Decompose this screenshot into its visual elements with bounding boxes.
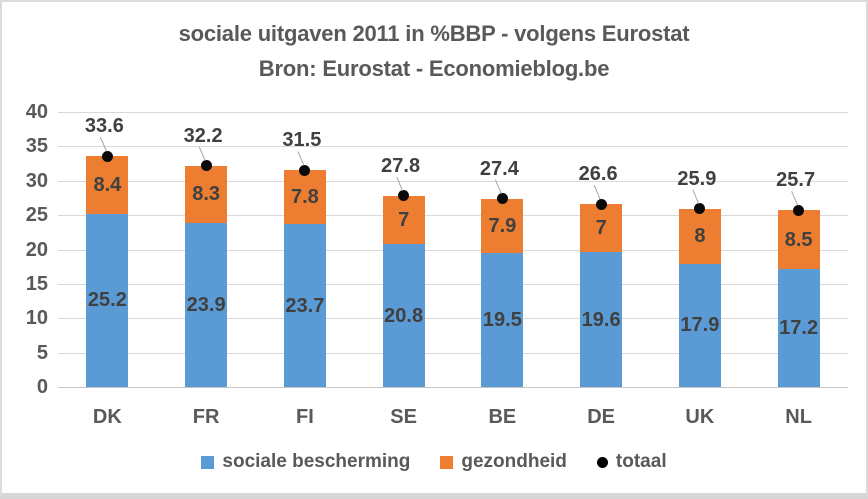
- y-axis-label-15: 15: [25, 273, 48, 295]
- bar-value-gezondheid-DK: 8.4: [93, 173, 122, 196]
- y-axis-label-35: 35: [25, 135, 48, 157]
- x-axis-label-NL: NL: [785, 406, 812, 428]
- bar-segment-sociale-bescherming-DE: [580, 252, 623, 387]
- total-dot-FR: [200, 160, 212, 172]
- bar-value-sociale-bescherming-SE: 20.8: [384, 304, 424, 327]
- total-value-FI: 31.5: [282, 129, 322, 152]
- total-dot-UK: [694, 203, 706, 215]
- legend-label: gezondheid: [461, 451, 567, 472]
- y-axis-label-25: 25: [25, 204, 48, 226]
- total-label-leader-FR: [198, 146, 206, 161]
- total-dot-SE: [398, 190, 410, 202]
- y-axis-label-20: 20: [25, 239, 48, 261]
- legend-marker-square-0: [201, 455, 215, 469]
- bar-segment-sociale-bescherming-NL: [777, 268, 820, 387]
- bar-value-gezondheid-BE: 7.9: [488, 214, 517, 237]
- bar-value-sociale-bescherming-BE: 19.5: [482, 308, 522, 331]
- total-dot-FI: [299, 164, 311, 176]
- y-axis-label-40: 40: [25, 101, 48, 123]
- bar-value-gezondheid-NL: 8.5: [784, 228, 813, 251]
- bar-value-gezondheid-DE: 7: [595, 217, 607, 240]
- bar-value-sociale-bescherming-FR: 23.9: [186, 293, 226, 316]
- gridline-10: [58, 318, 848, 319]
- gridline-25: [58, 215, 848, 216]
- legend-marker-circle-2: [596, 456, 608, 468]
- bar-value-gezondheid-FI: 7.8: [290, 186, 319, 209]
- gridline-20: [58, 250, 848, 251]
- bar-value-sociale-bescherming-NL: 17.2: [779, 316, 819, 339]
- x-axis-label-SE: SE: [390, 406, 417, 428]
- total-dot-DE: [595, 198, 607, 210]
- bar-value-gezondheid-UK: 8: [694, 225, 706, 248]
- legend-item-totaal: totaal: [596, 451, 667, 473]
- bar-value-sociale-bescherming-UK: 17.9: [680, 314, 720, 337]
- total-label-leader-SE: [396, 176, 404, 192]
- bar-segment-sociale-bescherming-FI: [283, 224, 326, 387]
- total-value-SE: 27.8: [381, 154, 421, 177]
- gridline-0: [58, 387, 848, 388]
- legend-marker-square-1: [440, 455, 454, 469]
- bar-segment-gezondheid-FI: [283, 170, 326, 225]
- bar-segment-gezondheid-UK: [678, 208, 721, 264]
- total-value-DK: 33.6: [84, 115, 124, 137]
- bar-segment-gezondheid-BE: [481, 198, 524, 253]
- total-label-leader-NL: [791, 191, 799, 206]
- y-axis-label-0: 0: [36, 376, 48, 398]
- bar-segment-sociale-bescherming-UK: [678, 263, 721, 387]
- bar-segment-gezondheid-DE: [580, 204, 623, 253]
- bar-value-gezondheid-FR: 8.3: [192, 183, 221, 206]
- total-dot-BE: [496, 193, 508, 205]
- x-axis-label-DK: DK: [92, 406, 122, 428]
- bar-value-sociale-bescherming-DK: 25.2: [87, 289, 127, 312]
- bar-segment-sociale-bescherming-DK: [86, 213, 129, 387]
- total-value-FR: 32.2: [183, 124, 223, 147]
- total-value-NL: 25.7: [776, 169, 816, 192]
- legend-label: sociale bescherming: [222, 451, 411, 472]
- gridline-40: [58, 112, 848, 113]
- chart-title-line2: Bron: Eurostat - Economieblog.be: [258, 56, 610, 81]
- y-axis-label-10: 10: [25, 307, 48, 329]
- y-axis-label-30: 30: [25, 170, 48, 192]
- bar-segment-gezondheid-FR: [185, 165, 228, 223]
- bar-segment-sociale-bescherming-FR: [185, 222, 228, 387]
- legend: sociale bescherming gezondheid totaal: [2, 451, 866, 473]
- legend-item-gezondheid: gezondheid: [440, 451, 567, 473]
- gridline-15: [58, 284, 848, 285]
- total-value-DE: 26.6: [578, 163, 618, 186]
- bar-value-sociale-bescherming-FI: 23.7: [285, 294, 325, 317]
- chart-title: sociale uitgaven 2011 in %BBP - volgens …: [2, 16, 866, 86]
- gridline-35: [58, 146, 848, 147]
- bar-segment-sociale-bescherming-BE: [481, 252, 524, 387]
- plot-area: 0 5 10 15 20 25 30 35 40 25.2 8.4 33.6 DK 23.9 8.3 32.2…: [2, 2, 866, 493]
- x-axis-label-DE: DE: [587, 406, 616, 428]
- legend-label: totaal: [615, 451, 667, 472]
- bar-segment-gezondheid-SE: [382, 195, 425, 244]
- total-label-leader-DK: [99, 136, 107, 152]
- total-dot-NL: [793, 204, 805, 216]
- total-value-UK: 25.9: [677, 167, 717, 190]
- bar-segment-gezondheid-DK: [86, 156, 129, 214]
- total-label-leader-UK: [692, 189, 700, 205]
- bar-value-sociale-bescherming-DE: 19.6: [581, 308, 621, 331]
- bar-value-gezondheid-SE: 7: [398, 208, 410, 231]
- gridline-30: [58, 181, 848, 182]
- gridline-5: [58, 353, 848, 354]
- x-axis-label-FR: FR: [192, 406, 220, 428]
- x-axis-label-UK: UK: [685, 406, 715, 428]
- total-label-leader-DE: [593, 184, 601, 200]
- bar-segment-gezondheid-NL: [777, 210, 820, 269]
- x-axis-label-FI: FI: [295, 406, 314, 428]
- total-dot-DK: [101, 150, 113, 162]
- bar-segment-sociale-bescherming-SE: [382, 244, 425, 387]
- chart-title-line1: sociale uitgaven 2011 in %BBP - volgens …: [178, 21, 690, 46]
- x-axis-label-BE: BE: [488, 406, 517, 428]
- legend-item-sociale-bescherming: sociale bescherming: [201, 451, 410, 473]
- total-value-BE: 27.4: [479, 157, 519, 180]
- total-label-leader-FI: [297, 151, 305, 166]
- y-axis-label-5: 5: [36, 342, 48, 364]
